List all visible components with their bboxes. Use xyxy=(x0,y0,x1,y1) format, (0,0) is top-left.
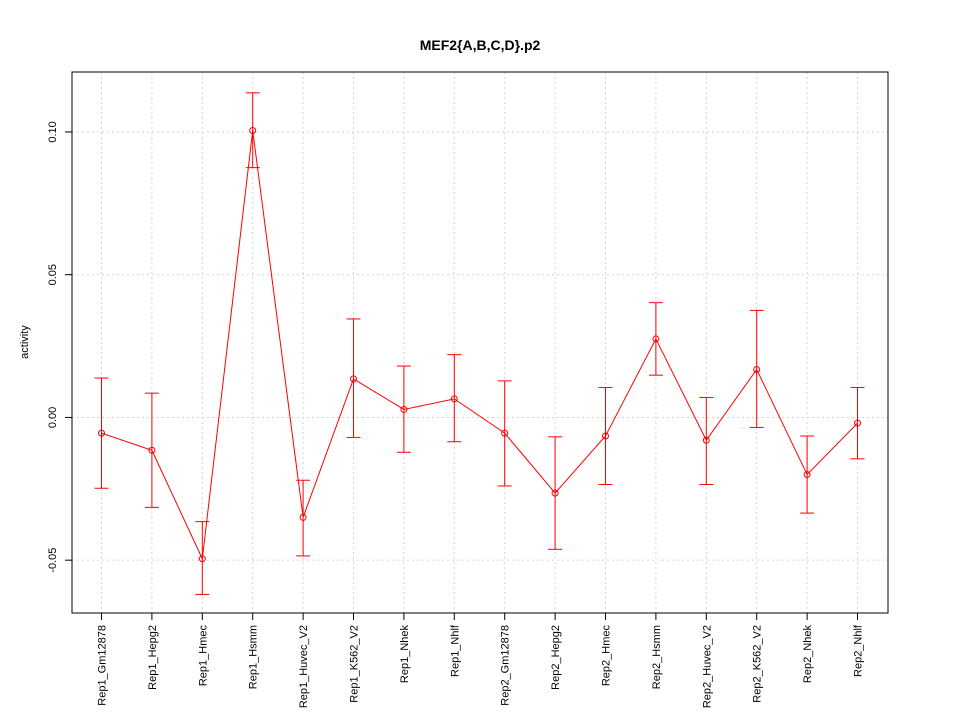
data-point xyxy=(249,127,257,135)
data-point xyxy=(501,429,509,437)
x-tick-label: Rep1_Hepg2 xyxy=(147,625,159,690)
data-point xyxy=(803,471,811,479)
y-tick-label: -0.05 xyxy=(47,548,59,573)
x-tick-label: Rep1_Hmec xyxy=(197,625,209,687)
data-point xyxy=(350,375,357,383)
y-tick-label: 0.05 xyxy=(47,264,59,285)
data-point xyxy=(652,335,660,343)
x-tick-label: Rep1_K562_V2 xyxy=(349,625,361,703)
data-point xyxy=(602,432,609,440)
x-tick-label: Rep1_Huvec_V2 xyxy=(298,625,310,708)
x-tick-label: Rep2_Huvec_V2 xyxy=(701,625,713,708)
data-point xyxy=(148,446,156,454)
grid-lines xyxy=(72,72,888,613)
data-point xyxy=(854,419,861,427)
y-axis-label: activity xyxy=(19,325,31,359)
data-point xyxy=(753,365,761,373)
data-point xyxy=(98,429,105,437)
chart-title: MEF2{A,B,C,D}.p2 xyxy=(420,37,541,53)
series-line xyxy=(101,130,858,561)
x-tick-label: Rep1_Gm12878 xyxy=(97,625,109,706)
x-tick-label: Rep1_Hsmm xyxy=(248,625,260,689)
series xyxy=(98,127,861,563)
error-bars xyxy=(94,92,865,595)
x-tick-label: Rep2_Hsmm xyxy=(651,625,663,689)
plot-frame xyxy=(71,71,889,614)
axes: Rep1_Gm12878 Rep1_Hepg2 Rep1_Hmec Rep1_Hsmm… xyxy=(47,121,865,708)
data-point xyxy=(198,555,206,563)
x-tick-label: Rep2_Hmec xyxy=(601,625,613,687)
x-tick-label: Rep2_Nhlf xyxy=(853,624,865,677)
data-point xyxy=(702,436,710,444)
data-point xyxy=(450,395,458,403)
x-tick-label: Rep2_Gm12878 xyxy=(500,625,512,706)
x-tick-label: Rep2_Nhek xyxy=(802,625,814,684)
x-tick-label: Rep2_Hepg2 xyxy=(550,625,562,690)
data-point xyxy=(551,489,559,497)
x-tick-label: Rep1_Nhek xyxy=(399,625,411,684)
data-point xyxy=(400,405,408,413)
y-tick-label: 0.10 xyxy=(47,121,59,142)
x-tick-label: Rep1_Nhlf xyxy=(449,624,461,677)
y-tick-label: 0.00 xyxy=(47,407,59,428)
x-tick-label: Rep2_K562_V2 xyxy=(752,625,764,703)
data-point xyxy=(299,513,307,521)
